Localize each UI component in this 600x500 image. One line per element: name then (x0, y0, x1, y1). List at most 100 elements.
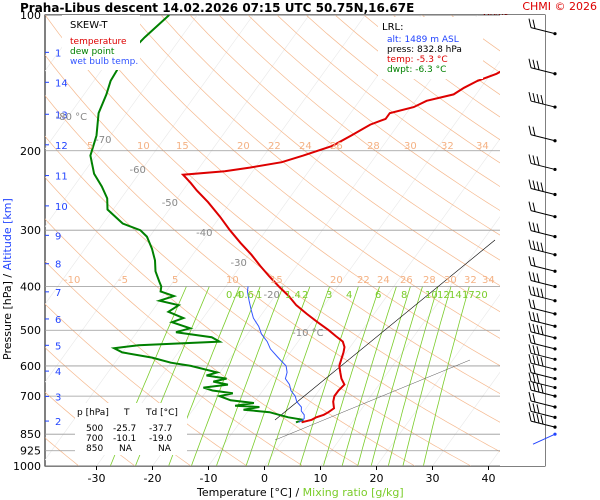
mixing-ratio-label: 4 (346, 290, 352, 301)
wind-barb-flag (528, 354, 532, 364)
wind-barb-flag (536, 223, 540, 233)
wind-barb-flag (528, 256, 532, 266)
mixing-ratio-label: 12 (437, 290, 450, 301)
y-tick-label: 100 (20, 9, 41, 22)
adiabat-label-mid: 22 (357, 275, 370, 286)
mixing-ratio-label: 10 (425, 290, 438, 301)
wind-barb-flag (532, 355, 536, 365)
adiabat-label-upper: 24 (299, 141, 312, 152)
wind-barb-flag (528, 402, 532, 412)
wind-barb-flag (536, 404, 540, 414)
isotherm-label: -80 °C (56, 112, 88, 123)
wind-barb-flag (532, 413, 536, 423)
adiabat-label-upper: 5 (87, 141, 93, 152)
y-axis-label-altitude: Altitude [km] (1, 198, 14, 270)
wind-barb-flag (532, 364, 536, 374)
y-tick-label: 300 (20, 224, 41, 237)
wind-barb-flag (532, 59, 536, 69)
wind-barb-flag (528, 271, 532, 281)
table-cell-p: 700 (86, 434, 103, 444)
lrl-alt: alt: 1489 m ASL (387, 35, 459, 45)
wind-barb-flag (528, 125, 532, 135)
wind-barb-flag (528, 179, 532, 189)
isotherm-line (208, 15, 534, 466)
altitude-tick-label: 8 (55, 260, 61, 271)
legend-title: SKEW-T (70, 20, 108, 31)
mixing-ratio-label: 2 (302, 290, 308, 301)
x-tick-label: 20 (370, 472, 384, 485)
wind-barb-flag (528, 91, 532, 102)
isotherm-line (96, 15, 422, 466)
x-tick-label: 30 (426, 472, 440, 485)
isotherm-line (45, 15, 254, 305)
wind-barb-flag (536, 156, 540, 166)
wind-barb-flag (540, 182, 544, 192)
x-tick-label: -30 (88, 472, 106, 485)
isotherm-line (152, 15, 478, 466)
adiabat-label-upper: 20 (237, 141, 250, 152)
wind-barb-flag (532, 299, 536, 310)
altitude-tick-label: 3 (55, 392, 61, 403)
lrl-dwpt: dwpt: -6.3 °C (387, 65, 446, 75)
adiabat-label-upper: 30 (404, 141, 417, 152)
grid-labels: 1002003004005006007008509251000234567891… (13, 9, 525, 485)
lrl-box: LRL: alt: 1489 m ASL press: 832.8 hPa te… (378, 17, 483, 79)
wind-barb-flag (532, 403, 536, 413)
adiabat-label-mid: 30 (444, 275, 457, 286)
adiabat-label-upper: 15 (176, 141, 189, 152)
adiabat-label-mid: 26 (400, 275, 413, 286)
wind-barb-flag (536, 313, 540, 323)
wind-barb-flag (536, 93, 540, 104)
adiabat-label-mid: -10 (64, 275, 80, 286)
lrl-temp: temp: -5.3 °C (387, 55, 448, 65)
adiabat-label-upper: 26 (330, 141, 343, 152)
mixing-ratio-label: 14 (449, 290, 462, 301)
isotherm-label: -60 (130, 165, 146, 176)
mixing-ratio-label: 17 (462, 290, 475, 301)
mixing-ratio-label: 0.4 (226, 290, 242, 301)
altitude-tick-label: 7 (55, 288, 61, 299)
table-cell-p: 850 (86, 444, 103, 454)
wind-barb-low-dot (553, 432, 557, 436)
wind-barb-flag (532, 312, 536, 322)
wind-barb-flag (540, 415, 544, 425)
altitude-tick-label: 12 (55, 141, 68, 152)
wind-barb-flag (540, 242, 544, 252)
wind-barb-flag (540, 325, 544, 336)
wind-barb-flag (528, 412, 532, 422)
adiabat-label-mid: 5 (172, 275, 178, 286)
wind-barb-flag (536, 383, 540, 393)
lrl-press: press: 832.8 hPa (387, 45, 462, 55)
altitude-tick-label: 13 (55, 110, 68, 121)
wind-barb-flag (528, 381, 532, 391)
parcel-line (274, 239, 496, 421)
legend-item-wetbulb: wet bulb temp. (70, 57, 138, 67)
adiabat-label-mid: 24 (377, 275, 390, 286)
wind-panel (500, 15, 545, 466)
dry-adiabat-line (189, 15, 545, 288)
legend-box (62, 15, 140, 70)
table-header-td: Td [°C] (145, 408, 178, 418)
wind-barb-flag (536, 414, 540, 424)
adiabat-label-mid: 15 (270, 275, 283, 286)
table-cell-td: NA (158, 444, 172, 454)
altitude-tick-label: 5 (55, 341, 61, 352)
wind-barb-flag (532, 126, 536, 136)
dry-adiabat-line (247, 15, 545, 239)
table-header-t: T (123, 408, 130, 418)
wind-barb-flag (536, 241, 540, 251)
wind-barbs (528, 18, 557, 445)
isotherm-line (320, 153, 545, 466)
wind-barb-flag (532, 334, 536, 345)
y-tick-label: 400 (20, 281, 41, 294)
x-axis-label-temperature: Temperature [°C] (196, 486, 292, 499)
adiabat-label-upper: 10 (137, 141, 150, 152)
x-axis-label: Temperature [°C] / Mixing ratio [g/kg] (196, 486, 404, 499)
wind-barb-flag (528, 298, 532, 309)
wind-barb-flag (532, 202, 536, 212)
lrl-title: LRL: (382, 22, 403, 33)
altitude-tick-label: 14 (55, 78, 68, 89)
x-tick-label: 10 (314, 472, 328, 485)
y-tick-label: 200 (20, 145, 41, 158)
